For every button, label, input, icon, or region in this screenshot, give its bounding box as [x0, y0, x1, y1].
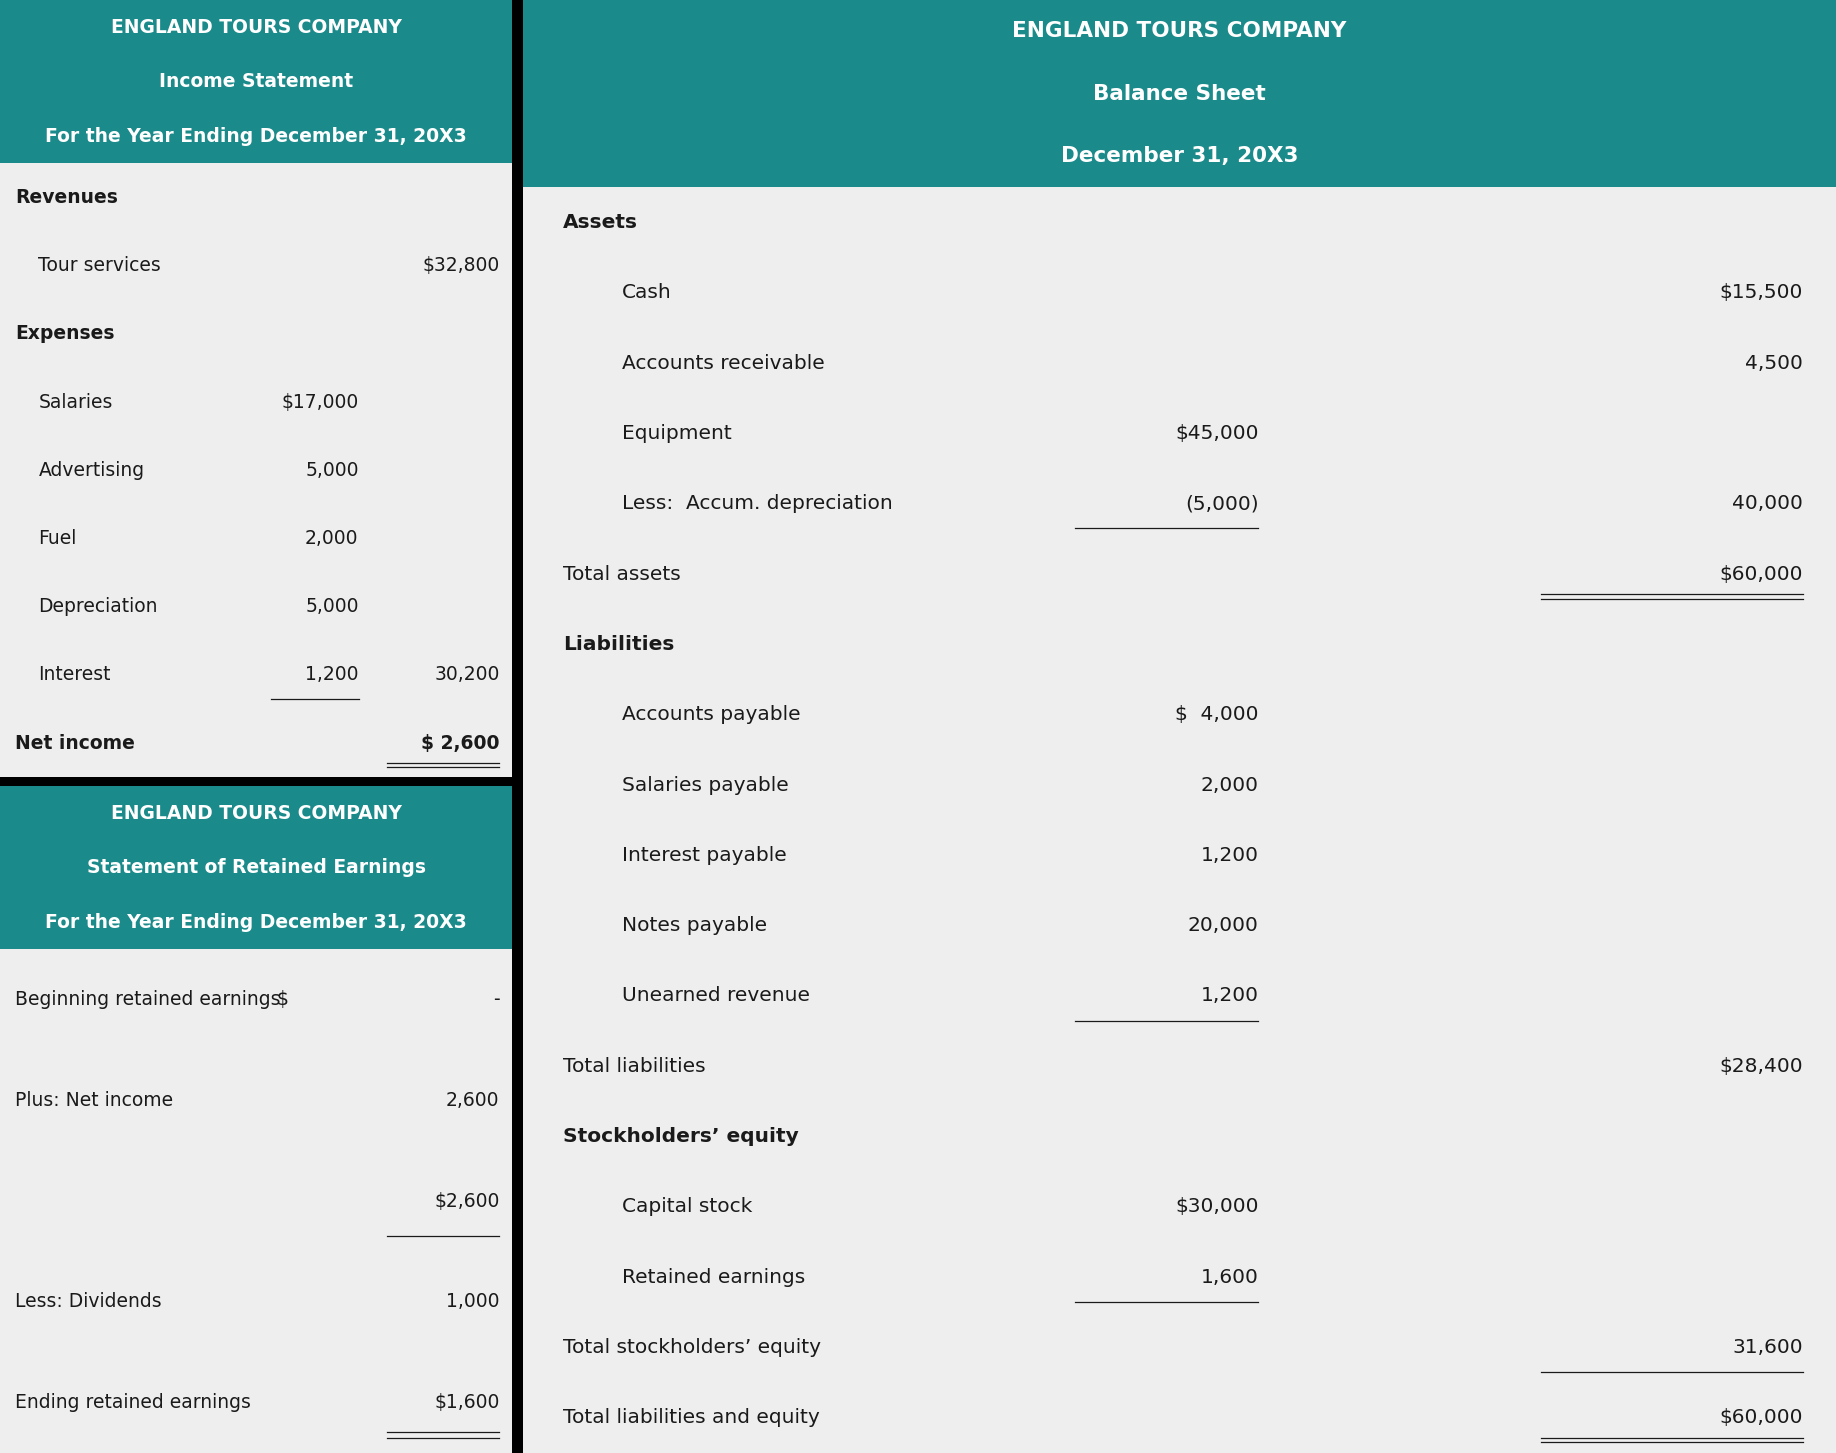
Text: 1,200: 1,200 — [305, 665, 358, 684]
Text: Depreciation: Depreciation — [39, 597, 158, 616]
Text: Statement of Retained Earnings: Statement of Retained Earnings — [86, 859, 426, 878]
Text: Interest payable: Interest payable — [622, 846, 786, 865]
Text: Retained earnings: Retained earnings — [622, 1267, 804, 1287]
Text: $45,000: $45,000 — [1175, 424, 1258, 443]
Text: Expenses: Expenses — [15, 324, 116, 343]
Text: Less:  Accum. depreciation: Less: Accum. depreciation — [622, 494, 892, 513]
Text: December 31, 20X3: December 31, 20X3 — [1061, 147, 1298, 166]
Text: Accounts receivable: Accounts receivable — [622, 353, 824, 372]
Text: 20,000: 20,000 — [1188, 917, 1258, 936]
Text: 5,000: 5,000 — [305, 461, 358, 479]
Text: 31,600: 31,600 — [1733, 1338, 1803, 1357]
Text: Ending retained earnings: Ending retained earnings — [15, 1393, 252, 1412]
Bar — [523, 187, 1836, 1453]
Text: 1,200: 1,200 — [1201, 846, 1258, 865]
Text: Accounts payable: Accounts payable — [622, 705, 800, 724]
Text: Beginning retained earnings: Beginning retained earnings — [15, 989, 281, 1010]
Text: Income Statement: Income Statement — [160, 73, 353, 92]
Text: Less: Dividends: Less: Dividends — [15, 1292, 162, 1312]
Text: Total liabilities: Total liabilities — [562, 1056, 705, 1075]
Text: Total liabilities and equity: Total liabilities and equity — [562, 1408, 819, 1427]
Text: Balance Sheet: Balance Sheet — [1092, 84, 1267, 103]
Text: $60,000: $60,000 — [1720, 1408, 1803, 1427]
Text: Tour services: Tour services — [39, 256, 162, 275]
Text: Capital stock: Capital stock — [622, 1197, 753, 1216]
Text: ENGLAND TOURS COMPANY: ENGLAND TOURS COMPANY — [110, 17, 402, 36]
Text: Liabilities: Liabilities — [562, 635, 674, 654]
Text: $2,600: $2,600 — [433, 1191, 499, 1210]
Text: Total stockholders’ equity: Total stockholders’ equity — [562, 1338, 821, 1357]
Text: (5,000): (5,000) — [1184, 494, 1258, 513]
Text: For the Year Ending December 31, 20X3: For the Year Ending December 31, 20X3 — [46, 126, 466, 145]
Bar — [0, 786, 512, 949]
Text: Interest: Interest — [39, 665, 110, 684]
Text: 2,600: 2,600 — [446, 1091, 499, 1110]
Text: $32,800: $32,800 — [422, 256, 499, 275]
Bar — [0, 163, 512, 777]
Text: $: $ — [277, 989, 288, 1010]
Text: 4,500: 4,500 — [1746, 353, 1803, 372]
Text: Advertising: Advertising — [39, 461, 145, 479]
Text: $28,400: $28,400 — [1720, 1056, 1803, 1075]
Bar — [0, 949, 512, 1453]
Text: $60,000: $60,000 — [1720, 565, 1803, 584]
Text: 30,200: 30,200 — [433, 665, 499, 684]
Text: 1,200: 1,200 — [1201, 987, 1258, 1005]
Text: ENGLAND TOURS COMPANY: ENGLAND TOURS COMPANY — [1012, 22, 1348, 41]
Text: Total assets: Total assets — [562, 565, 681, 584]
Text: Cash: Cash — [622, 283, 672, 302]
Text: $ 2,600: $ 2,600 — [420, 734, 499, 753]
Text: Salaries payable: Salaries payable — [622, 776, 788, 795]
Text: $17,000: $17,000 — [281, 392, 358, 411]
Text: Fuel: Fuel — [39, 529, 77, 548]
Text: $30,000: $30,000 — [1175, 1197, 1258, 1216]
Text: Unearned revenue: Unearned revenue — [622, 987, 810, 1005]
Text: Plus: Net income: Plus: Net income — [15, 1091, 173, 1110]
Text: For the Year Ending December 31, 20X3: For the Year Ending December 31, 20X3 — [46, 912, 466, 931]
Text: 40,000: 40,000 — [1733, 494, 1803, 513]
Text: Assets: Assets — [562, 214, 637, 232]
Text: 2,000: 2,000 — [1201, 776, 1258, 795]
Text: Notes payable: Notes payable — [622, 917, 767, 936]
Text: Stockholders’ equity: Stockholders’ equity — [562, 1128, 799, 1146]
Text: $1,600: $1,600 — [433, 1393, 499, 1412]
Text: 1,000: 1,000 — [446, 1292, 499, 1312]
Text: Net income: Net income — [15, 734, 136, 753]
Text: -: - — [492, 989, 499, 1010]
Text: $  4,000: $ 4,000 — [1175, 705, 1258, 724]
Text: Equipment: Equipment — [622, 424, 731, 443]
Text: Revenues: Revenues — [15, 187, 118, 206]
Text: ENGLAND TOURS COMPANY: ENGLAND TOURS COMPANY — [110, 804, 402, 822]
Text: Salaries: Salaries — [39, 392, 112, 411]
Bar — [0, 0, 512, 163]
Bar — [523, 0, 1836, 187]
Text: 1,600: 1,600 — [1201, 1267, 1258, 1287]
Text: 5,000: 5,000 — [305, 597, 358, 616]
Text: $15,500: $15,500 — [1720, 283, 1803, 302]
Text: 2,000: 2,000 — [305, 529, 358, 548]
